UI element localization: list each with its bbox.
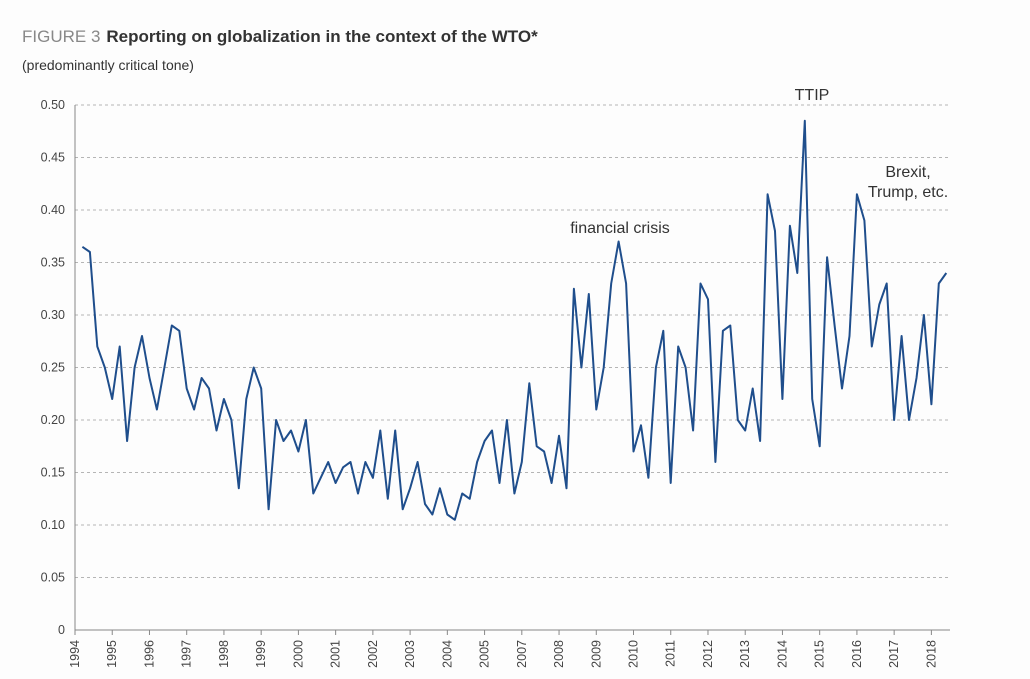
- x-tick-label: 2018: [924, 640, 938, 668]
- y-tick-label: 0.45: [41, 151, 65, 165]
- x-tick-label: 2000: [291, 640, 305, 668]
- annotation: TTIP: [795, 87, 830, 104]
- x-tick-label: 2013: [738, 640, 752, 668]
- y-tick-label: 0.10: [41, 518, 65, 532]
- x-tick-label: 2002: [366, 640, 380, 668]
- x-tick-label: 2004: [440, 640, 454, 668]
- x-tick-label: 2008: [552, 640, 566, 668]
- x-tick-label: 2012: [701, 640, 715, 668]
- data-line: [81, 119, 948, 521]
- y-tick-label: 0.35: [41, 256, 65, 270]
- x-tick-label: 1996: [142, 640, 156, 668]
- figure-label: FIGURE 3: [22, 27, 100, 46]
- x-tick-label: 2007: [515, 640, 529, 668]
- x-tick-label: 2017: [887, 640, 901, 668]
- x-tick-label: 2015: [813, 640, 827, 668]
- x-tick-label: 1998: [217, 640, 231, 668]
- x-tick-label: 2016: [850, 640, 864, 668]
- x-tick-label: 2010: [627, 640, 641, 668]
- y-tick-label: 0: [58, 623, 65, 637]
- x-tick-label: 2011: [664, 640, 678, 667]
- annotation: Brexit,: [885, 164, 930, 181]
- y-tick-label: 0.15: [41, 466, 65, 480]
- y-tick-label: 0.05: [41, 571, 65, 585]
- x-tick-label: 2014: [775, 640, 789, 668]
- x-tick-label: 1997: [180, 640, 194, 668]
- x-tick-label: 2001: [329, 640, 343, 668]
- y-tick-label: 0.40: [41, 203, 65, 217]
- x-tick-label: 2009: [589, 640, 603, 668]
- y-tick-label: 0.50: [41, 98, 65, 112]
- x-tick-label: 1999: [254, 640, 268, 668]
- y-tick-label: 0.20: [41, 413, 65, 427]
- x-tick-label: 2003: [403, 640, 417, 668]
- x-tick-label: 1994: [68, 640, 82, 668]
- y-tick-label: 0.25: [41, 361, 65, 375]
- x-tick-label: 1995: [105, 640, 119, 668]
- x-tick-label: 2005: [478, 640, 492, 668]
- annotation: financial crisis: [570, 220, 670, 237]
- chart-subtitle: (predominantly critical tone): [22, 57, 194, 73]
- chart-heading: FIGURE 3 Reporting on globalization in th…: [22, 27, 538, 46]
- annotation: Trump, etc.: [868, 184, 948, 201]
- chart-title: Reporting on globalization in the contex…: [106, 27, 538, 46]
- y-tick-label: 0.30: [41, 308, 65, 322]
